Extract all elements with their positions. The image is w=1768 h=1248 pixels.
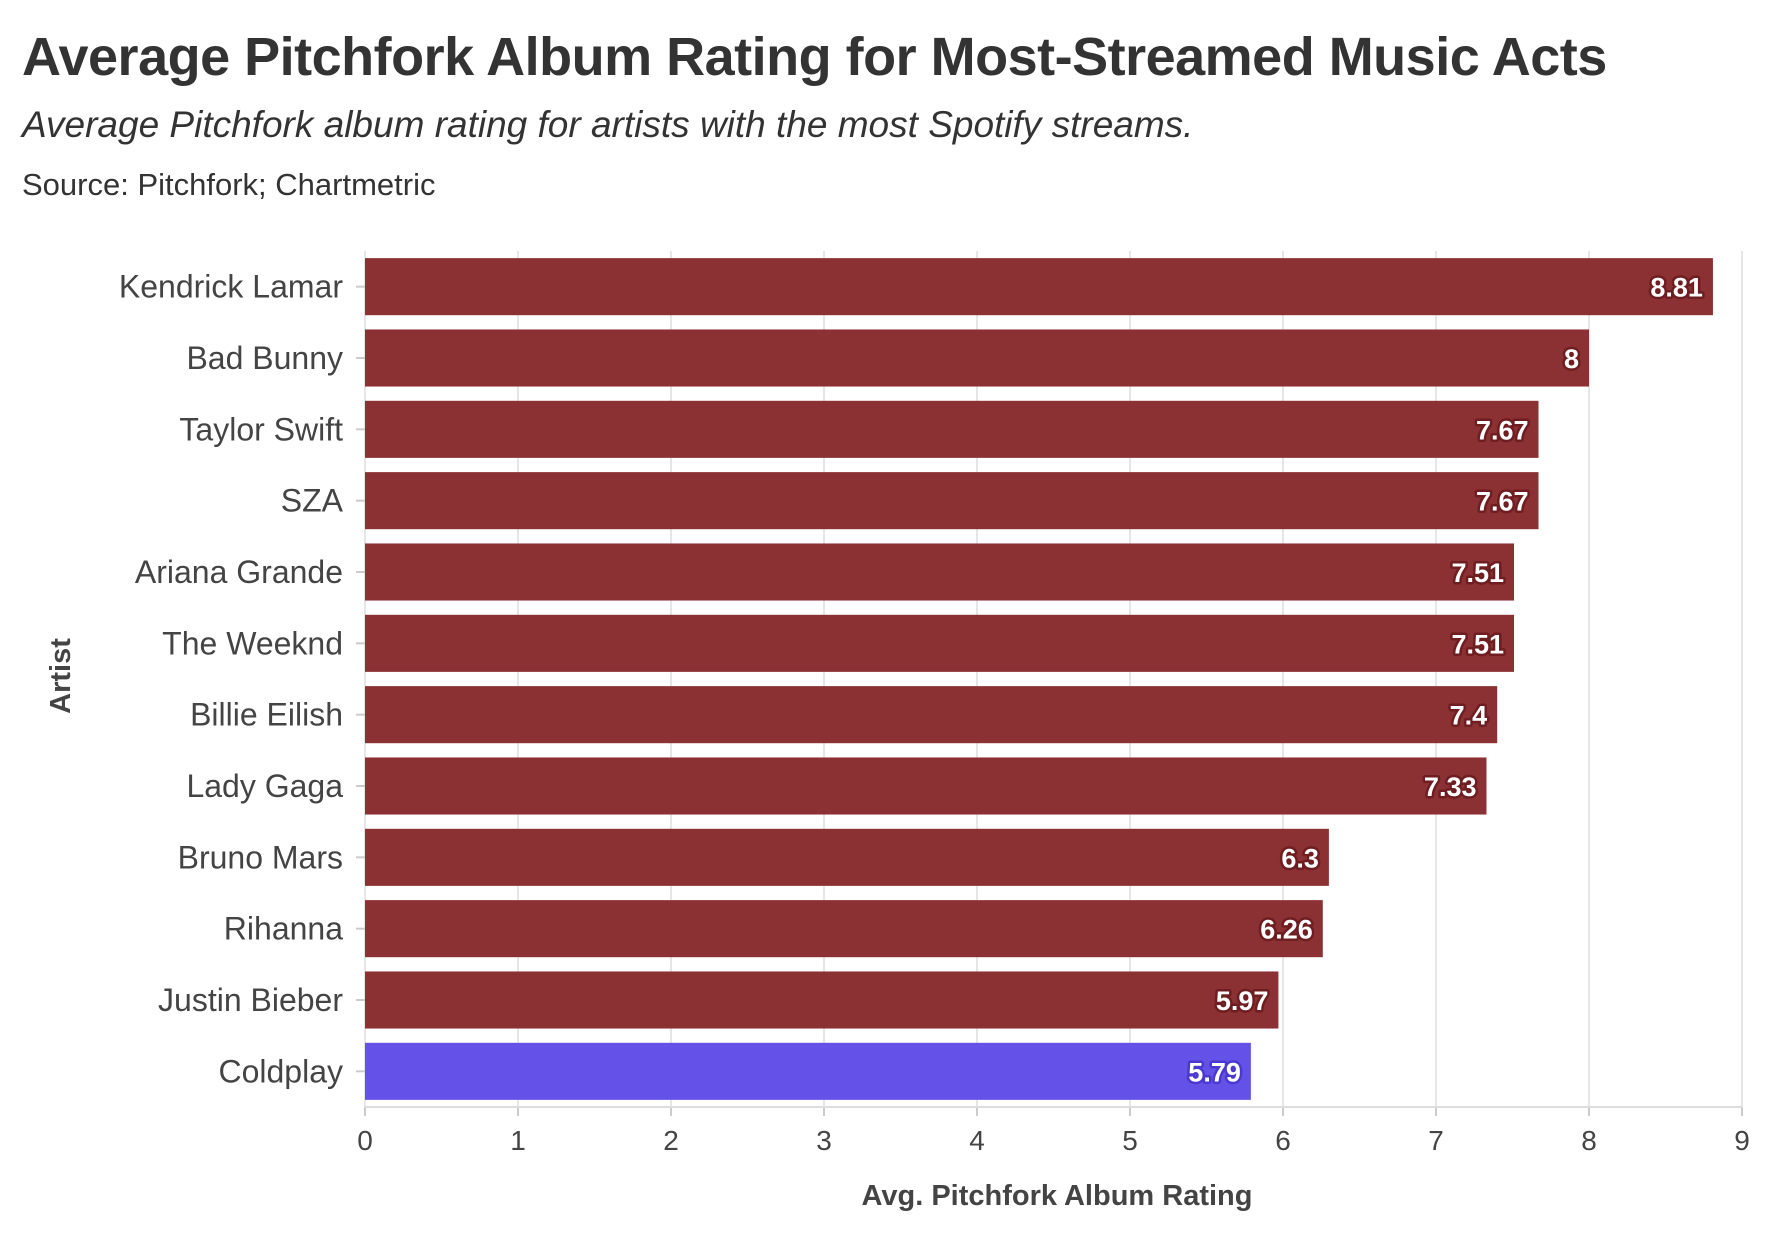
category-label: The Weeknd <box>162 625 343 661</box>
x-tick-label: 2 <box>663 1125 679 1156</box>
grid-lines <box>364 251 1743 1107</box>
bar-rihanna <box>365 900 1323 958</box>
category-label: Taylor Swift <box>179 411 343 447</box>
category-label: Coldplay <box>218 1053 343 1089</box>
x-tick-label: 0 <box>357 1125 373 1156</box>
x-tick-label: 6 <box>1275 1125 1291 1156</box>
value-label: 6.26 <box>1260 915 1313 945</box>
x-tick-label: 7 <box>1428 1125 1444 1156</box>
bars <box>365 258 1713 1100</box>
value-label: 8 <box>1564 344 1579 374</box>
value-label: 8.81 <box>1650 273 1703 303</box>
value-label: 6.3 <box>1281 843 1319 873</box>
value-label: 7.33 <box>1424 772 1477 802</box>
bar-lady-gaga <box>365 757 1487 815</box>
y-axis-title: Artist <box>45 638 77 714</box>
category-label: Rihanna <box>224 911 343 947</box>
x-tick-label: 5 <box>1122 1125 1138 1156</box>
value-labels: 8.81 8 7.67 7.67 7.51 7.51 7.4 7.33 6.3 6.26 5.97 5… <box>1186 270 1706 1090</box>
bar-taylor-swift <box>365 400 1539 458</box>
x-tick-label: 8 <box>1581 1125 1597 1156</box>
bar-ariana-grande <box>365 543 1515 601</box>
value-label: 7.51 <box>1451 558 1504 588</box>
bar-billie-eilish <box>365 686 1498 744</box>
category-label: SZA <box>281 483 344 519</box>
bar-bad-bunny <box>365 329 1589 387</box>
value-label: 7.67 <box>1476 487 1529 517</box>
chart-title: Average Pitchfork Album Rating for Most-… <box>22 27 1607 87</box>
x-axis-title: Avg. Pitchfork Album Rating <box>862 1180 1253 1212</box>
value-label: 7.4 <box>1450 701 1488 731</box>
bar-coldplay <box>365 1042 1251 1100</box>
category-label: Ariana Grande <box>135 554 343 590</box>
category-label: Bad Bunny <box>186 340 343 376</box>
category-label: Bruno Mars <box>178 839 343 875</box>
bar-justin-bieber <box>365 971 1279 1029</box>
chart-source: Source: Pitchfork; Chartmetric <box>22 167 436 202</box>
category-label: Justin Bieber <box>158 982 343 1018</box>
x-tick-label: 3 <box>816 1125 832 1156</box>
value-label: 7.51 <box>1451 629 1504 659</box>
value-label: 5.79 <box>1188 1057 1241 1087</box>
category-label: Lady Gaga <box>186 768 343 804</box>
value-label: 7.67 <box>1476 415 1529 445</box>
bar-sza <box>365 472 1539 530</box>
y-axis: Kendrick Lamar Bad Bunny Taylor Swift SZA Ar… <box>119 269 365 1089</box>
x-tick-label: 9 <box>1734 1125 1750 1156</box>
category-label: Kendrick Lamar <box>119 269 343 305</box>
bar-the-weeknd <box>365 614 1515 672</box>
x-tick-label: 4 <box>969 1125 985 1156</box>
category-label: Billie Eilish <box>190 697 343 733</box>
x-axis: 0 1 2 3 4 5 6 7 8 9 <box>357 1106 1750 1156</box>
bar-bruno-mars <box>365 828 1329 886</box>
bar-kendrick-lamar <box>365 258 1713 316</box>
chart-subtitle: Average Pitchfork album rating for artis… <box>22 104 1194 145</box>
value-label: 5.97 <box>1216 986 1269 1016</box>
x-tick-label: 1 <box>510 1125 526 1156</box>
